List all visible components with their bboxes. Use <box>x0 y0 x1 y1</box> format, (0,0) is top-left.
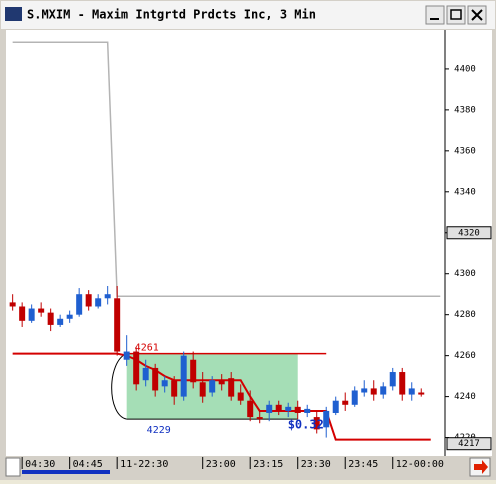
price-marker <box>446 437 492 451</box>
candle-body <box>332 400 339 413</box>
scroll-thumb[interactable] <box>22 470 110 474</box>
window-buttons[interactable] <box>425 5 487 25</box>
candle-body <box>76 294 83 315</box>
x-tick-label: 23:45 <box>348 459 378 470</box>
close-icon <box>471 9 483 21</box>
line-series <box>12 41 441 297</box>
candle-body <box>370 388 377 395</box>
candle-body <box>104 294 111 299</box>
exit-label: 4229 <box>147 425 171 436</box>
candle-body <box>133 351 140 385</box>
scroll-arrow <box>474 460 488 474</box>
candle-body <box>38 308 45 313</box>
candle-body <box>171 380 178 397</box>
candle-body <box>114 298 121 352</box>
candle-body <box>361 388 368 393</box>
candle-body <box>313 417 320 430</box>
x-tick-label: 04:30 <box>25 459 55 470</box>
candle-body <box>47 312 54 325</box>
candle-body <box>218 380 225 385</box>
candle-body <box>123 351 130 360</box>
x-tick-label: 23:00 <box>206 459 236 470</box>
candle-body <box>247 400 254 418</box>
x-tick-label: 12-00:00 <box>396 459 444 470</box>
candle-body <box>228 378 235 397</box>
entry-arc <box>111 353 127 420</box>
x-tick-label: 23:15 <box>253 459 283 470</box>
candle-body <box>285 406 292 411</box>
candle-body <box>256 417 263 420</box>
candle-body <box>85 294 92 307</box>
x-tick-label: 11-22:30 <box>120 459 168 470</box>
price-marker <box>446 226 492 240</box>
candle-body <box>95 298 102 307</box>
candle-body <box>418 392 425 395</box>
x-tick-label: 04:45 <box>73 459 103 470</box>
candle-body <box>389 372 396 387</box>
entry-label: 4261 <box>135 343 159 354</box>
window-title: S.MXIM - Maxim Intgrtd Prdcts Inc, 3 Min <box>27 8 316 22</box>
scroll-left[interactable] <box>5 457 21 477</box>
plot: 4220424042604280430043204340436043804400… <box>9 41 492 470</box>
candle-body <box>399 372 406 395</box>
maximize-button[interactable] <box>446 5 466 25</box>
price-marker-label: 4217 <box>458 439 480 449</box>
y-tick-label: 4400 <box>454 64 476 74</box>
candle-body <box>152 367 159 391</box>
candle-body <box>199 382 206 397</box>
app-icon <box>5 7 22 21</box>
candle-body <box>161 380 168 387</box>
candle-body <box>9 302 16 307</box>
profit-label: $0.32 <box>288 418 324 432</box>
candle-body <box>266 404 273 413</box>
candle-body <box>66 314 73 319</box>
y-tick-label: 4280 <box>454 310 476 320</box>
x-tick-label: 23:30 <box>301 459 331 470</box>
candle-body <box>28 308 35 321</box>
candle-body <box>209 380 216 393</box>
candle-body <box>57 318 64 325</box>
time-axis-band <box>6 456 492 478</box>
candle-body <box>408 388 415 395</box>
candle-body <box>237 392 244 401</box>
y-tick-label: 4360 <box>454 146 476 156</box>
candle-body <box>19 306 26 321</box>
y-tick-label: 4260 <box>454 351 476 361</box>
candle-body <box>380 386 387 395</box>
title-bar <box>1 1 495 29</box>
minimize-button[interactable] <box>425 5 445 25</box>
candle-body <box>304 408 311 413</box>
candle-body <box>351 390 358 405</box>
y-tick-label: 4340 <box>454 187 476 197</box>
maximize-icon <box>450 9 462 20</box>
price-marker-label: 4320 <box>458 228 480 238</box>
y-tick-label: 4240 <box>454 392 476 402</box>
candle-body <box>180 355 187 397</box>
candle-body <box>275 404 282 411</box>
candle-body <box>142 367 149 381</box>
candle-body <box>342 400 349 405</box>
candle-body <box>190 359 197 383</box>
candle-body <box>323 410 330 428</box>
y-tick-label: 4380 <box>454 105 476 115</box>
candle-body <box>294 406 301 413</box>
y-tick-label: 4300 <box>454 269 476 279</box>
